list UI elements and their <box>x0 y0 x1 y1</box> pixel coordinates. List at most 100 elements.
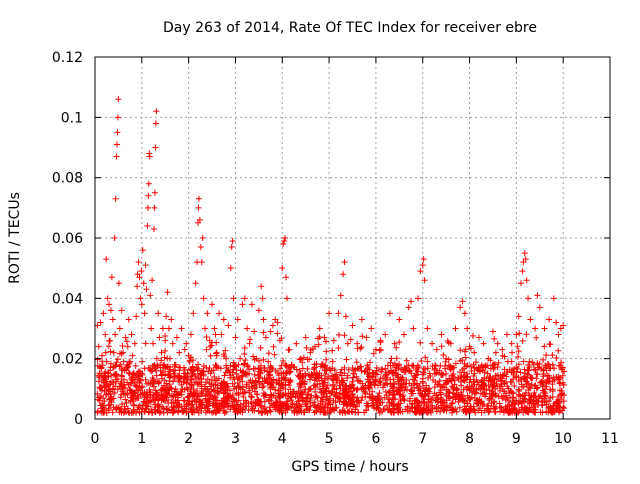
data-point <box>432 362 439 369</box>
data-point <box>490 362 497 369</box>
data-point <box>123 338 130 345</box>
data-point <box>364 376 371 383</box>
data-point <box>424 325 431 332</box>
data-point <box>534 360 541 367</box>
data-point <box>499 371 506 378</box>
y-tick-label: 0.08 <box>52 171 83 187</box>
data-point <box>466 379 473 386</box>
data-point <box>108 399 115 406</box>
data-point <box>394 374 401 381</box>
data-point <box>323 367 330 374</box>
data-point <box>173 399 180 406</box>
data-point <box>212 331 219 338</box>
data-point <box>211 373 218 380</box>
data-point <box>232 334 239 341</box>
data-point <box>371 404 378 411</box>
data-point <box>413 380 420 387</box>
data-point <box>352 366 359 373</box>
data-point <box>490 403 497 410</box>
data-point <box>322 363 329 370</box>
data-point <box>257 398 264 405</box>
data-point <box>323 356 330 363</box>
data-point <box>297 384 304 391</box>
data-point <box>559 390 566 397</box>
data-point <box>521 250 528 257</box>
data-point <box>351 402 358 409</box>
data-point <box>260 405 267 412</box>
data-point <box>521 375 528 382</box>
data-point <box>364 402 371 409</box>
data-point <box>121 406 128 413</box>
data-point <box>519 268 526 275</box>
data-point <box>157 367 164 374</box>
data-point <box>222 347 229 354</box>
data-point <box>332 392 339 399</box>
x-tick-labels: 0 1 2 3 4 5 6 7 8 9 10 11 <box>91 431 619 447</box>
data-point <box>318 406 325 413</box>
data-point <box>359 333 366 340</box>
data-point <box>349 382 356 389</box>
data-point <box>265 350 272 357</box>
data-point <box>344 340 351 347</box>
data-point <box>497 408 504 415</box>
data-point <box>458 389 465 396</box>
data-point <box>146 153 153 160</box>
data-point <box>545 409 552 416</box>
data-point <box>114 386 121 393</box>
data-point <box>198 408 205 415</box>
data-point <box>187 331 194 338</box>
data-point <box>152 120 159 127</box>
data-point <box>452 360 459 367</box>
data-point <box>419 262 426 269</box>
data-point <box>191 393 198 400</box>
data-point <box>458 396 465 403</box>
data-point <box>289 400 296 407</box>
data-point <box>234 374 241 381</box>
data-point <box>492 372 499 379</box>
data-point <box>538 395 545 402</box>
data-point <box>299 397 306 404</box>
data-point <box>560 322 567 329</box>
data-point <box>131 402 138 409</box>
data-point <box>398 397 405 404</box>
data-point <box>130 370 137 377</box>
data-point <box>110 349 117 356</box>
data-point <box>503 378 510 385</box>
data-point <box>208 342 215 349</box>
y-tick-label: 0.06 <box>52 231 83 247</box>
data-point <box>232 362 239 369</box>
data-point <box>183 374 190 381</box>
data-point <box>299 378 306 385</box>
data-point <box>353 359 360 366</box>
data-point <box>336 382 343 389</box>
data-point <box>425 393 432 400</box>
data-point <box>536 379 543 386</box>
data-point <box>358 316 365 323</box>
data-point <box>501 353 508 360</box>
y-tick-label: 0.04 <box>52 291 83 307</box>
data-point <box>302 401 309 408</box>
data-point <box>144 222 151 229</box>
data-point <box>213 349 220 356</box>
data-point <box>407 387 414 394</box>
data-point <box>199 369 206 376</box>
data-point <box>184 386 191 393</box>
data-point <box>464 400 471 407</box>
data-point <box>200 295 207 302</box>
data-point <box>526 364 533 371</box>
data-point <box>438 404 445 411</box>
data-point <box>152 404 159 411</box>
data-point <box>147 366 154 373</box>
data-point <box>559 407 566 414</box>
data-point <box>540 373 547 380</box>
data-point <box>395 365 402 372</box>
x-tick-label: 6 <box>371 431 380 447</box>
data-point <box>490 382 497 389</box>
data-point <box>472 359 479 366</box>
data-point <box>421 392 428 399</box>
data-point <box>495 376 502 383</box>
data-point <box>321 375 328 382</box>
data-point <box>335 345 342 352</box>
data-point <box>99 408 106 415</box>
